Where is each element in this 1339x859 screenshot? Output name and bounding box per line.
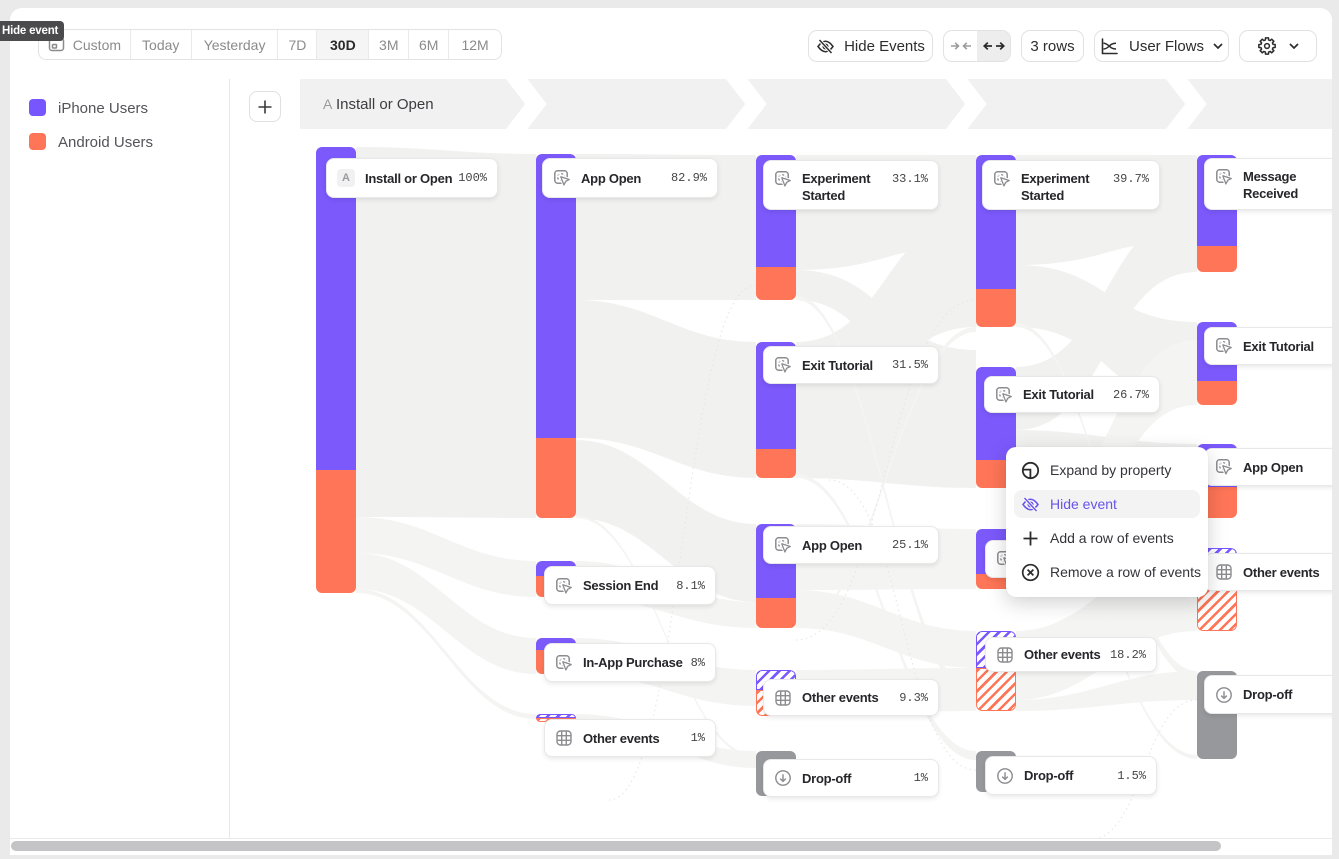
svg-text:A: A (323, 96, 333, 112)
svg-text:Install or Open: Install or Open (336, 96, 434, 113)
